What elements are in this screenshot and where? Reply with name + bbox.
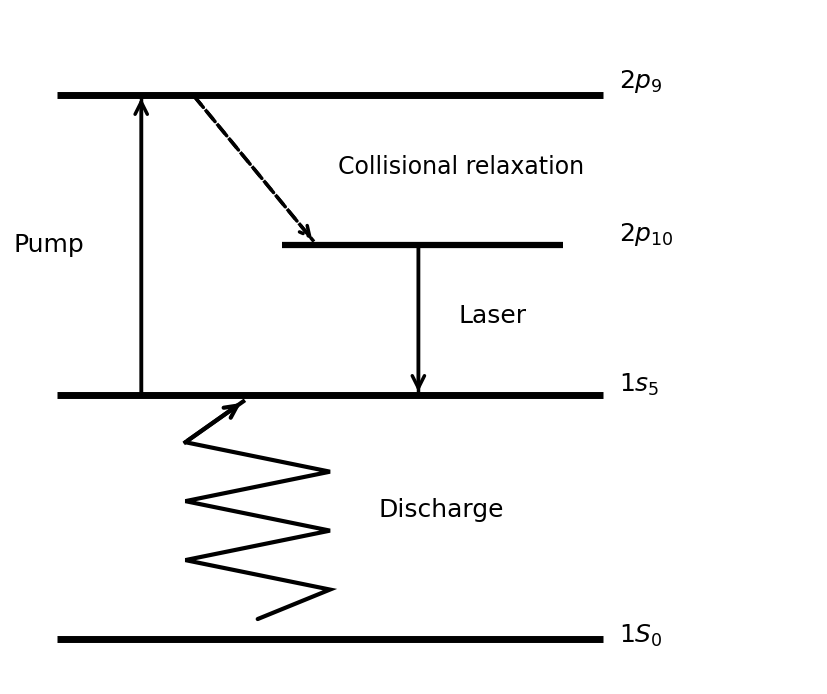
Text: Collisional relaxation: Collisional relaxation	[338, 155, 584, 179]
Text: Laser: Laser	[458, 305, 527, 328]
Text: $1S_0$: $1S_0$	[619, 623, 663, 649]
Text: Discharge: Discharge	[378, 498, 504, 522]
Text: $2p_9$: $2p_9$	[619, 68, 663, 95]
Text: $1s_5$: $1s_5$	[619, 371, 660, 398]
Text: $2p_{10}$: $2p_{10}$	[619, 221, 674, 248]
Text: Pump: Pump	[13, 233, 84, 257]
